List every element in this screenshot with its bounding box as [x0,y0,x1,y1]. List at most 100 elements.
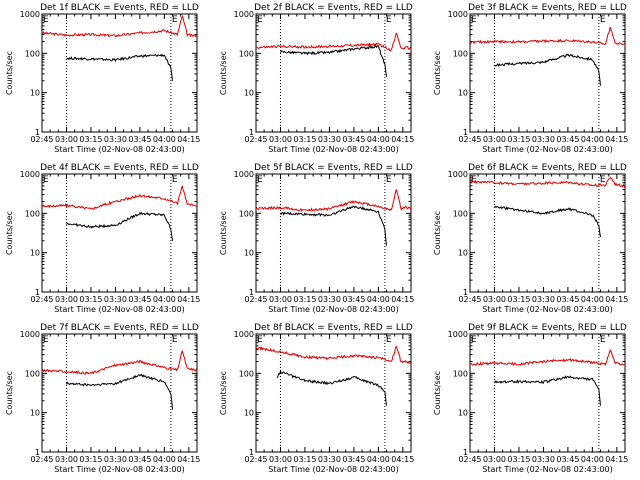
x-tick-label: 04:00 [581,135,604,144]
events-series-line [280,205,387,246]
x-axis-label: Start Time (02-Nov-08 02:43:00) [54,465,184,474]
chart-title: Det 6f BLACK = Events, RED = LLD [468,163,627,173]
e-marker-label: E [386,15,392,25]
y-tick-label: 10 [244,409,254,418]
plot-frame [41,173,198,293]
lld-series-line [41,349,198,375]
lld-series-line [469,176,626,188]
y-tick-label: 1 [35,128,40,137]
y-tick-label: 1000 [448,330,468,339]
y-tick-label: 100 [453,49,468,58]
x-tick-label: 04:00 [581,295,604,304]
e-marker-label: E [386,175,392,185]
x-tick-label: 03:30 [104,455,127,464]
events-series-line [66,53,173,81]
x-axis-label: Start Time (02-Nov-08 02:43:00) [54,305,184,314]
e-marker-label: E [471,175,477,185]
x-tick-label: 03:00 [483,135,506,144]
e-marker-label: E [257,175,263,185]
plot-frame [255,333,412,453]
x-tick-label: 04:15 [391,295,414,304]
y-tick-label: 1000 [448,10,468,19]
x-axis-label: Start Time (02-Nov-08 02:43:00) [54,145,184,154]
x-tick-label: 04:15 [391,455,414,464]
y-tick-label: 10 [30,89,40,98]
y-tick-label: 10 [30,409,40,418]
x-tick-label: 03:30 [532,135,555,144]
y-tick-label: 100 [239,49,254,58]
y-tick-label: 10 [244,89,254,98]
x-tick-label: 03:15 [507,455,530,464]
e-marker-label: E [600,15,606,25]
y-tick-label: 1000 [234,170,254,179]
e-marker-label: E [257,335,263,345]
e-marker-label: E [43,175,49,185]
lld-series-line [41,184,198,210]
events-series-line [276,369,387,406]
y-tick-label: 1 [249,448,254,457]
x-tick-label: 04:00 [367,135,390,144]
x-tick-label: 03:15 [293,295,316,304]
x-tick-label: 02:45 [244,135,267,144]
y-tick-label: 1 [463,448,468,457]
y-tick-label: 1 [249,288,254,297]
plot-frame [41,333,198,453]
plot-frame [41,13,198,133]
x-tick-label: 03:00 [269,295,292,304]
x-tick-label: 02:45 [244,295,267,304]
y-tick-label: 1 [35,288,40,297]
events-series-line [494,205,601,238]
chart-panel-3: Det 3f BLACK = Events, RED = LLD 1 10 100 10… [433,3,628,154]
lld-series-line [255,189,412,213]
plot-frame [469,333,626,453]
x-tick-label: 03:30 [532,295,555,304]
x-tick-label: 04:15 [177,455,200,464]
x-tick-label: 02:45 [30,135,53,144]
x-tick-label: 03:15 [507,295,530,304]
x-tick-label: 03:15 [79,455,102,464]
y-axis-label: Counts/sec [5,371,14,415]
x-tick-label: 03:15 [293,135,316,144]
x-tick-label: 04:00 [367,295,390,304]
y-tick-label: 100 [25,369,40,378]
x-tick-label: 03:30 [532,455,555,464]
y-tick-label: 100 [453,209,468,218]
x-tick-label: 03:15 [293,455,316,464]
lld-series-line [469,26,626,46]
x-tick-label: 04:15 [605,135,628,144]
y-axis-label: Counts/sec [5,51,14,95]
y-tick-label: 100 [25,209,40,218]
y-axis-label: Counts/sec [219,371,228,415]
y-tick-label: 1 [35,448,40,457]
chart-panel-5: Det 5f BLACK = Events, RED = LLD 1 10 100 10… [219,163,414,314]
e-marker-label: E [172,175,178,185]
x-tick-label: 04:00 [367,455,390,464]
events-series-line [66,373,173,410]
x-axis-label: Start Time (02-Nov-08 02:43:00) [268,145,398,154]
lld-series-line [41,14,198,38]
y-tick-label: 1000 [20,10,40,19]
chart-title: Det 9f BLACK = Events, RED = LLD [468,323,627,333]
chart-panel-1: Det 1f BLACK = Events, RED = LLD 1 10 100 10… [5,3,200,154]
e-marker-label: E [600,335,606,345]
x-axis-label: Start Time (02-Nov-08 02:43:00) [268,465,398,474]
y-tick-label: 100 [239,369,254,378]
y-tick-label: 1000 [20,170,40,179]
x-tick-label: 03:00 [483,455,506,464]
x-tick-label: 04:15 [177,295,200,304]
y-axis-label: Counts/sec [5,211,14,255]
y-axis-label: Counts/sec [219,51,228,95]
events-series-line [280,44,387,78]
x-tick-label: 03:00 [269,455,292,464]
x-tick-label: 04:15 [177,135,200,144]
y-axis-label: Counts/sec [219,211,228,255]
x-tick-label: 03:00 [55,135,78,144]
y-tick-label: 10 [458,249,468,258]
y-tick-label: 10 [30,249,40,258]
x-tick-label: 03:30 [104,135,127,144]
e-marker-label: E [471,335,477,345]
x-tick-label: 03:45 [342,135,365,144]
x-tick-label: 03:15 [507,135,530,144]
plot-frame [469,13,626,133]
e-marker-label: E [257,15,263,25]
